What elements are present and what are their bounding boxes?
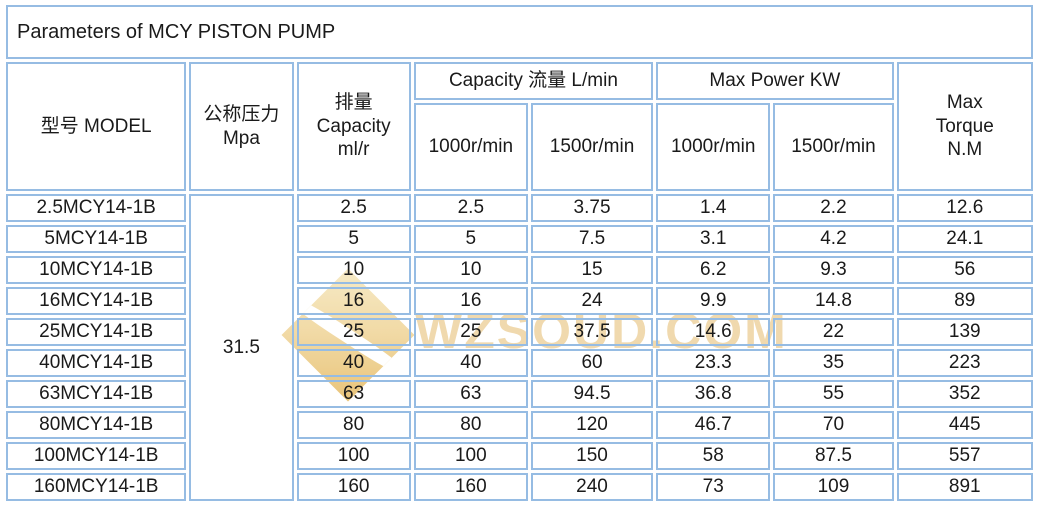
displacement-cell: 63 <box>296 380 411 408</box>
table-row: 16MCY14-1B 16 16 24 9.9 14.8 89 <box>6 287 1033 315</box>
power-1500rpm-cell: 55 <box>773 380 894 408</box>
title-row: Parameters of MCY PISTON PUMP <box>6 5 1033 59</box>
power-1000rpm-cell: 6.2 <box>656 256 771 284</box>
table-row: 10MCY14-1B 10 10 15 6.2 9.3 56 <box>6 256 1033 284</box>
model-cell: 80MCY14-1B <box>6 411 187 439</box>
pump-parameters-table: Parameters of MCY PISTON PUMP 型号 MODEL 公… <box>3 2 1036 504</box>
column-header-power-1000rpm: 1000r/min <box>656 103 771 191</box>
capacity-1000rpm-cell: 160 <box>413 473 528 501</box>
power-1000rpm-cell: 14.6 <box>656 318 771 346</box>
column-header-power-1500rpm: 1500r/min <box>773 103 894 191</box>
capacity-1500rpm-cell: 94.5 <box>530 380 654 408</box>
capacity-1500rpm-cell: 120 <box>530 411 654 439</box>
capacity-1500rpm-cell: 15 <box>530 256 654 284</box>
column-header-capacity-1500rpm: 1500r/min <box>530 103 654 191</box>
model-cell: 40MCY14-1B <box>6 349 187 377</box>
power-1500rpm-cell: 87.5 <box>773 442 894 470</box>
capacity-1000rpm-cell: 63 <box>413 380 528 408</box>
max-torque-cell: 56 <box>896 256 1033 284</box>
column-header-max-torque: Max Torque N.M <box>896 62 1033 191</box>
power-1000rpm-cell: 23.3 <box>656 349 771 377</box>
capacity-1000rpm-cell: 5 <box>413 225 528 253</box>
power-1500rpm-cell: 35 <box>773 349 894 377</box>
displacement-cell: 40 <box>296 349 411 377</box>
capacity-1500rpm-cell: 24 <box>530 287 654 315</box>
power-1000rpm-cell: 36.8 <box>656 380 771 408</box>
power-1000rpm-cell: 9.9 <box>656 287 771 315</box>
capacity-1000rpm-cell: 25 <box>413 318 528 346</box>
displacement-cell: 80 <box>296 411 411 439</box>
column-group-max-power: Max Power KW <box>656 62 894 100</box>
column-header-model: 型号 MODEL <box>6 62 187 191</box>
displacement-cell: 16 <box>296 287 411 315</box>
displacement-cell: 25 <box>296 318 411 346</box>
model-cell: 63MCY14-1B <box>6 380 187 408</box>
column-header-pressure: 公称压力 Mpa <box>189 62 294 191</box>
capacity-1000rpm-cell: 2.5 <box>413 194 528 222</box>
capacity-1500rpm-cell: 60 <box>530 349 654 377</box>
capacity-1500rpm-cell: 150 <box>530 442 654 470</box>
power-1500rpm-cell: 22 <box>773 318 894 346</box>
max-torque-cell: 445 <box>896 411 1033 439</box>
table-row: 5MCY14-1B 5 5 7.5 3.1 4.2 24.1 <box>6 225 1033 253</box>
max-torque-cell: 24.1 <box>896 225 1033 253</box>
model-cell: 16MCY14-1B <box>6 287 187 315</box>
table-row: 63MCY14-1B 63 63 94.5 36.8 55 352 <box>6 380 1033 408</box>
capacity-1500rpm-cell: 37.5 <box>530 318 654 346</box>
column-header-capacity-1000rpm: 1000r/min <box>413 103 528 191</box>
capacity-1000rpm-cell: 16 <box>413 287 528 315</box>
capacity-1000rpm-cell: 10 <box>413 256 528 284</box>
max-torque-cell: 557 <box>896 442 1033 470</box>
capacity-1000rpm-cell: 100 <box>413 442 528 470</box>
table-row: 80MCY14-1B 80 80 120 46.7 70 445 <box>6 411 1033 439</box>
table-row: 2.5MCY14-1B 31.5 2.5 2.5 3.75 1.4 2.2 12.6 <box>6 194 1033 501</box>
capacity-1500rpm-cell: 3.75 <box>530 194 654 222</box>
model-cell: 2.5MCY14-1B <box>6 194 187 222</box>
max-torque-cell: 891 <box>896 473 1033 501</box>
capacity-1000rpm-cell: 40 <box>413 349 528 377</box>
power-1500rpm-cell: 9.3 <box>773 256 894 284</box>
power-1000rpm-cell: 58 <box>656 442 771 470</box>
displacement-cell: 10 <box>296 256 411 284</box>
header-row-speeds: 1000r/min 1500r/min 1000r/min 1500r/min <box>6 103 1033 191</box>
model-cell: 160MCY14-1B <box>6 473 187 501</box>
max-torque-cell: 139 <box>896 318 1033 346</box>
capacity-1500rpm-cell: 7.5 <box>530 225 654 253</box>
max-torque-cell: 12.6 <box>896 194 1033 222</box>
displacement-cell: 5 <box>296 225 411 253</box>
table-body: 2.5MCY14-1B 31.5 2.5 2.5 3.75 1.4 2.2 12.6 5MCY1… <box>6 194 1033 501</box>
column-header-displacement: 排量 Capacity ml/r <box>296 62 411 191</box>
capacity-1500rpm-cell: 240 <box>530 473 654 501</box>
power-1000rpm-cell: 73 <box>656 473 771 501</box>
displacement-cell: 160 <box>296 473 411 501</box>
table-row: 25MCY14-1B 25 25 37.5 14.6 22 139 <box>6 318 1033 346</box>
model-cell: 100MCY14-1B <box>6 442 187 470</box>
power-1000rpm-cell: 1.4 <box>656 194 771 222</box>
power-1500rpm-cell: 70 <box>773 411 894 439</box>
max-torque-cell: 352 <box>896 380 1033 408</box>
displacement-cell: 100 <box>296 442 411 470</box>
capacity-1000rpm-cell: 80 <box>413 411 528 439</box>
power-1500rpm-cell: 4.2 <box>773 225 894 253</box>
header-row-groups: 型号 MODEL 公称压力 Mpa 排量 Capacity ml/r Capac… <box>6 62 1033 191</box>
table-row: 40MCY14-1B 40 40 60 23.3 35 223 <box>6 349 1033 377</box>
table-row: 100MCY14-1B 100 100 150 58 87.5 557 <box>6 442 1033 470</box>
displacement-cell: 2.5 <box>296 194 411 222</box>
power-1000rpm-cell: 46.7 <box>656 411 771 439</box>
pressure-merged-cell: 31.5 <box>189 194 294 501</box>
max-torque-cell: 89 <box>896 287 1033 315</box>
column-group-capacity: Capacity 流量 L/min <box>413 62 654 100</box>
power-1500rpm-cell: 14.8 <box>773 287 894 315</box>
max-torque-cell: 223 <box>896 349 1033 377</box>
power-1000rpm-cell: 3.1 <box>656 225 771 253</box>
power-1500rpm-cell: 2.2 <box>773 194 894 222</box>
power-1500rpm-cell: 109 <box>773 473 894 501</box>
page-title: Parameters of MCY PISTON PUMP <box>6 5 1033 59</box>
model-cell: 5MCY14-1B <box>6 225 187 253</box>
model-cell: 10MCY14-1B <box>6 256 187 284</box>
table-row: 160MCY14-1B 160 160 240 73 109 891 <box>6 473 1033 501</box>
model-cell: 25MCY14-1B <box>6 318 187 346</box>
